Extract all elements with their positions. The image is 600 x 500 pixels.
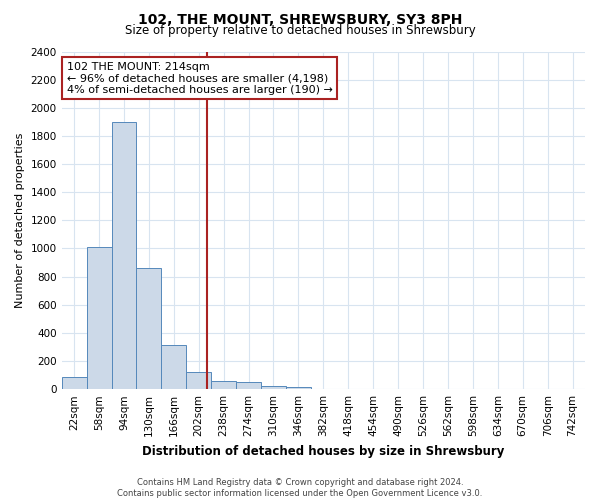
Text: Contains HM Land Registry data © Crown copyright and database right 2024.
Contai: Contains HM Land Registry data © Crown c… [118, 478, 482, 498]
Bar [161, 345, 186, 389]
Bar [261, 386, 286, 389]
X-axis label: Distribution of detached houses by size in Shrewsbury: Distribution of detached houses by size … [142, 444, 505, 458]
Bar [236, 382, 261, 389]
Bar [136, 268, 161, 389]
Bar [211, 382, 236, 389]
Text: 102, THE MOUNT, SHREWSBURY, SY3 8PH: 102, THE MOUNT, SHREWSBURY, SY3 8PH [138, 12, 462, 26]
Text: Size of property relative to detached houses in Shrewsbury: Size of property relative to detached ho… [125, 24, 475, 37]
Bar [286, 386, 311, 389]
Bar [86, 247, 112, 389]
Y-axis label: Number of detached properties: Number of detached properties [15, 132, 25, 308]
Bar [112, 122, 136, 389]
Bar [62, 376, 86, 389]
Bar [186, 372, 211, 389]
Text: 102 THE MOUNT: 214sqm
← 96% of detached houses are smaller (4,198)
4% of semi-de: 102 THE MOUNT: 214sqm ← 96% of detached … [67, 62, 333, 95]
